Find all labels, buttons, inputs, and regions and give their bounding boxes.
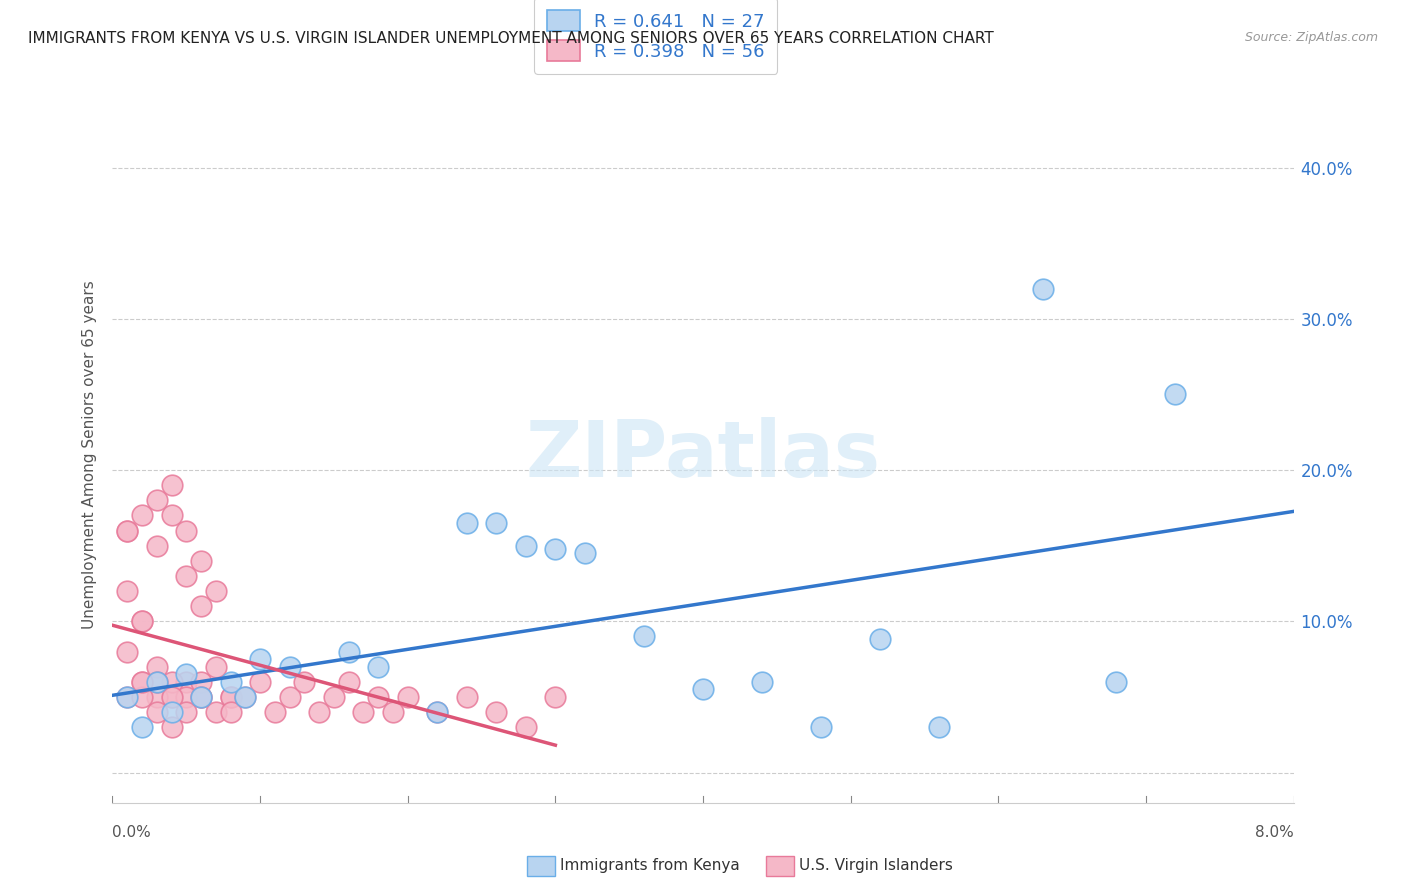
Point (131, 690, 153, 704)
Point (544, 541, 567, 556)
Point (146, 705, 169, 719)
Point (160, 720, 183, 734)
Point (174, 667, 197, 681)
Point (219, 705, 242, 719)
Point (146, 539, 169, 553)
Point (160, 690, 183, 704)
Point (1032, 281, 1054, 295)
Point (426, 705, 449, 719)
Point (233, 690, 256, 704)
Point (117, 584, 138, 599)
Point (249, 674, 271, 689)
Point (174, 705, 197, 719)
Legend: R = 0.641   N = 27, R = 0.398   N = 56: R = 0.641 N = 27, R = 0.398 N = 56 (534, 0, 778, 74)
Point (117, 524, 138, 538)
Point (1105, 674, 1128, 689)
Point (205, 584, 228, 599)
Point (456, 516, 478, 530)
Point (278, 659, 301, 673)
Point (485, 516, 508, 530)
Point (131, 720, 153, 734)
Point (131, 615, 153, 629)
Point (117, 524, 138, 538)
Point (485, 705, 508, 719)
Point (292, 674, 315, 689)
Point (337, 644, 360, 658)
Point (117, 690, 138, 704)
Point (633, 629, 655, 643)
Point (160, 705, 183, 719)
Text: Source: ZipAtlas.com: Source: ZipAtlas.com (1244, 31, 1378, 45)
Point (352, 705, 374, 719)
Point (146, 690, 169, 704)
Point (146, 493, 169, 508)
Point (131, 508, 153, 523)
Point (382, 705, 405, 719)
Point (751, 674, 773, 689)
Point (146, 674, 169, 689)
Point (810, 720, 832, 734)
Point (190, 599, 212, 614)
Point (205, 659, 228, 673)
Point (278, 690, 301, 704)
Point (190, 674, 212, 689)
Point (233, 690, 256, 704)
Point (190, 690, 212, 704)
Point (515, 720, 537, 734)
Point (264, 705, 287, 719)
Point (367, 659, 389, 673)
Text: 0.0%: 0.0% (112, 825, 152, 840)
Point (323, 690, 346, 704)
Point (205, 705, 228, 719)
Point (337, 674, 360, 689)
Point (117, 690, 138, 704)
Point (146, 674, 169, 689)
Point (308, 705, 330, 719)
Point (160, 508, 183, 523)
Point (367, 690, 389, 704)
Point (146, 659, 169, 673)
Point (544, 690, 567, 704)
Point (174, 674, 197, 689)
Point (190, 690, 212, 704)
Point (1164, 387, 1187, 401)
Text: ZIPatlas: ZIPatlas (526, 417, 880, 493)
Text: IMMIGRANTS FROM KENYA VS U.S. VIRGIN ISLANDER UNEMPLOYMENT AMONG SENIORS OVER 65: IMMIGRANTS FROM KENYA VS U.S. VIRGIN ISL… (28, 31, 994, 46)
Point (249, 652, 271, 666)
Text: U.S. Virgin Islanders: U.S. Virgin Islanders (799, 858, 952, 872)
Point (131, 674, 153, 689)
Point (174, 569, 197, 583)
Point (174, 524, 197, 538)
Text: Immigrants from Kenya: Immigrants from Kenya (560, 858, 740, 872)
Text: 8.0%: 8.0% (1254, 825, 1294, 840)
Point (456, 690, 478, 704)
Point (219, 690, 242, 704)
Point (396, 690, 419, 704)
Point (515, 539, 537, 553)
Point (574, 546, 596, 560)
Point (426, 705, 449, 719)
Point (160, 690, 183, 704)
Point (160, 674, 183, 689)
Point (219, 674, 242, 689)
Point (692, 682, 714, 697)
Point (131, 674, 153, 689)
Point (117, 644, 138, 658)
Point (160, 478, 183, 492)
Point (928, 720, 950, 734)
Point (219, 690, 242, 704)
Point (190, 554, 212, 568)
Point (174, 690, 197, 704)
Point (131, 615, 153, 629)
Y-axis label: Unemployment Among Seniors over 65 years: Unemployment Among Seniors over 65 years (82, 281, 97, 629)
Point (869, 632, 891, 647)
Point (190, 690, 212, 704)
